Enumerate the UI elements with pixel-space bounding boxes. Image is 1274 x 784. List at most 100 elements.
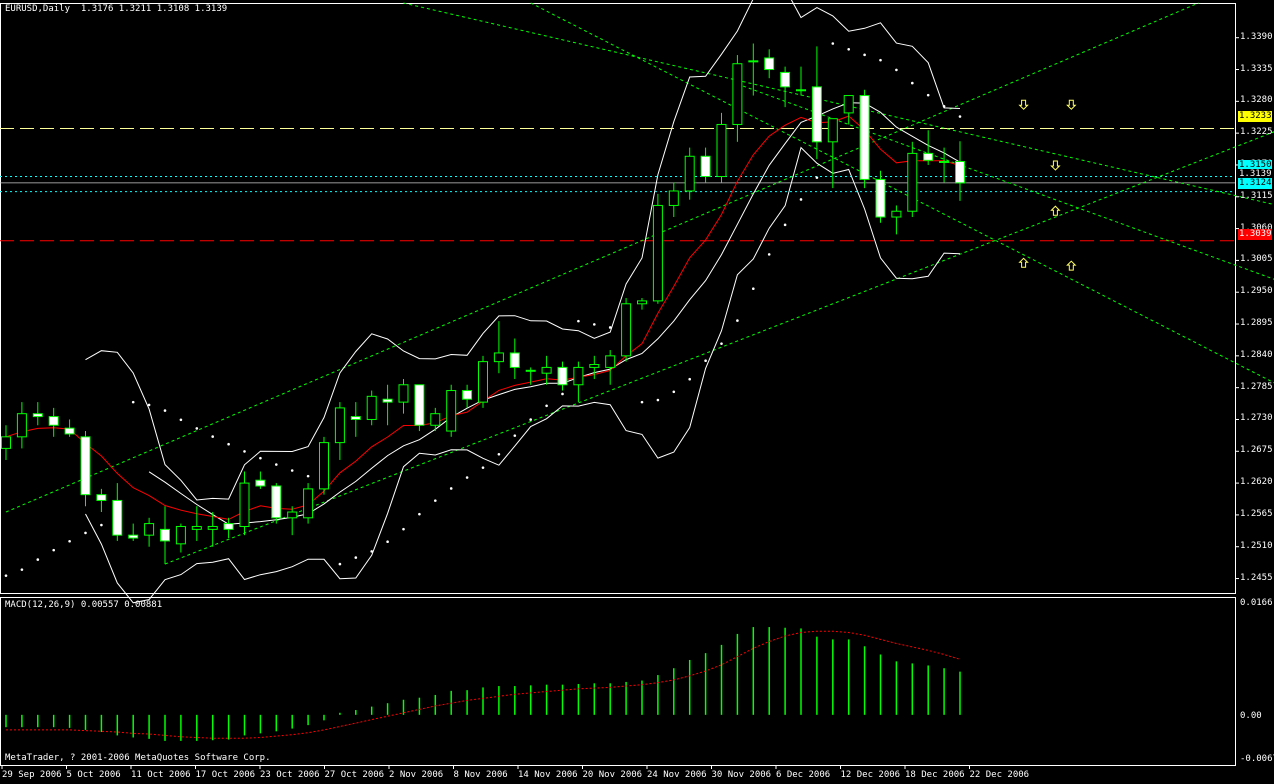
bear-candle [96, 494, 107, 501]
sar-dot [386, 540, 389, 544]
bull-candle [398, 384, 409, 403]
bear-candle [923, 152, 934, 161]
sar-dot [195, 427, 199, 430]
sar-dot [52, 548, 55, 552]
last-price-tag: 1.3139 [1238, 169, 1272, 180]
sar-dot [147, 403, 151, 407]
sar-dot [608, 326, 612, 329]
bear-candle [875, 178, 886, 218]
price-tick-label: 1.2620 [1240, 477, 1273, 488]
bull-candle [684, 155, 695, 192]
sar-dot [306, 474, 310, 478]
symbol-label: EURUSD,Daily [5, 4, 71, 14]
sar-dot [958, 115, 962, 118]
bid-price-tag: 1.3150 [1238, 160, 1272, 171]
sar-dot [895, 68, 898, 72]
bull-candle [796, 89, 806, 92]
bear-candle [764, 57, 775, 71]
sar-dot [84, 531, 87, 535]
bull-candle [843, 95, 854, 114]
date-tick-label: 20 Nov 2006 [582, 770, 643, 780]
bull-candle [207, 525, 218, 530]
price-tick-label: 1.3225 [1240, 127, 1273, 138]
lower-band-line [85, 146, 961, 604]
sar-dot [434, 499, 437, 502]
ohlc-values: 1.3176 1.3211 1.3108 1.3139 [80, 4, 228, 14]
bear-candle [780, 71, 791, 88]
bear-candle [414, 384, 425, 426]
macd-scale-bottom: -0.00673 [1240, 754, 1274, 764]
macd-panel-border [0, 597, 1236, 766]
date-tick-label: 8 Nov 2006 [453, 770, 508, 780]
sar-dot [275, 463, 278, 466]
sar-dot [879, 58, 882, 62]
date-tick-label: 11 Oct 2006 [131, 770, 191, 780]
bear-candle [811, 86, 822, 143]
bear-candle [160, 528, 170, 542]
sar-dot [100, 523, 103, 527]
bear-candle [112, 499, 123, 536]
sar-dot [640, 400, 644, 404]
bull-candle [668, 190, 679, 206]
bull-candle [1, 436, 11, 449]
price-tick-label: 1.2950 [1240, 286, 1273, 297]
date-tick-label: 6 Dec 2006 [776, 770, 831, 780]
price-tick-label: 1.2840 [1240, 349, 1273, 360]
sar-dot [545, 404, 548, 408]
date-tick-label: 18 Dec 2006 [905, 770, 965, 780]
fractal-down-arrow-icon [1050, 160, 1061, 171]
bull-candle [589, 364, 600, 368]
sar-dot [911, 81, 914, 85]
sar-dot [227, 442, 230, 446]
date-tick-label: 30 Nov 2006 [711, 770, 772, 780]
resistance-price-tag: 1.3233 [1238, 111, 1272, 122]
bull-candle [605, 355, 616, 368]
bull-candle [334, 407, 345, 444]
bull-candle [637, 300, 647, 305]
sar-dot [688, 377, 691, 381]
sar-dot [831, 42, 835, 45]
bull-candle [446, 390, 457, 432]
price-tick-label: 1.2675 [1240, 445, 1273, 456]
sar-dot [863, 53, 866, 57]
bull-candle [748, 60, 759, 63]
bear-candle [223, 523, 234, 530]
bear-candle [80, 436, 91, 496]
price-tick-label: 1.3115 [1240, 190, 1273, 201]
ask-price-tag: 1.3124 [1238, 178, 1272, 189]
bull-candle [144, 523, 155, 536]
bear-candle [64, 427, 75, 435]
macd-panel [5, 627, 961, 741]
sar-dot [68, 539, 71, 543]
macd-signal-line [6, 630, 961, 739]
date-tick-label: 14 Nov 2006 [518, 770, 578, 780]
bear-candle [557, 366, 568, 386]
bull-candle [175, 525, 186, 545]
sar-dot [131, 400, 135, 404]
chart-frame [0, 3, 1239, 769]
sar-dot [36, 558, 40, 561]
sar-dot [418, 512, 421, 516]
bull-candle [652, 204, 663, 302]
date-tick-label: 23 Oct 2006 [260, 770, 320, 780]
date-tick-label: 12 Dec 2006 [840, 770, 901, 780]
price-tick-label: 1.2455 [1240, 572, 1273, 583]
channel-line [403, 2, 1274, 206]
bull-candle [939, 160, 950, 163]
sar-dot [577, 319, 580, 323]
price-tick-label: 1.2730 [1240, 413, 1273, 424]
bear-candle [271, 485, 282, 519]
date-tick-label: 27 Oct 2006 [324, 770, 385, 780]
bull-candle [430, 413, 441, 426]
fractal-up-arrow-icon [1066, 260, 1077, 271]
bull-candle [366, 395, 377, 420]
sar-dot [163, 409, 167, 412]
sar-dot [4, 574, 8, 577]
price-tick-label: 1.3335 [1240, 63, 1273, 74]
price-tick-label: 1.3390 [1240, 31, 1273, 42]
sar-dot [752, 287, 755, 291]
bear-candle [509, 352, 520, 368]
bear-candle [700, 155, 711, 178]
bull-candle [621, 303, 632, 357]
